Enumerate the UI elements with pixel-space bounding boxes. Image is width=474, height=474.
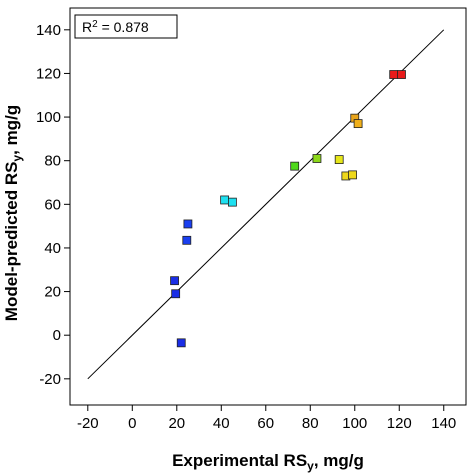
data-point bbox=[397, 70, 406, 79]
x-tick-label: -20 bbox=[77, 415, 99, 432]
data-point bbox=[220, 195, 230, 205]
data-point bbox=[183, 219, 193, 229]
data-point bbox=[290, 161, 300, 171]
y-axis-title-main: Model-predicted RS bbox=[2, 162, 21, 322]
data-point bbox=[171, 289, 181, 299]
x-axis-title-unit: , mg/g bbox=[314, 451, 364, 470]
y-tick-label: 140 bbox=[36, 22, 61, 39]
x-tick-label: 40 bbox=[213, 415, 230, 432]
y-tick-label: 120 bbox=[36, 65, 61, 82]
y-tick-label: 0 bbox=[53, 327, 61, 344]
y-tick-label: 100 bbox=[36, 109, 61, 126]
y-tick-label: -20 bbox=[39, 371, 61, 388]
x-axis-title: Experimental RSy, mg/g bbox=[172, 451, 364, 473]
reference-line bbox=[87, 29, 445, 380]
x-tick-label: 0 bbox=[128, 415, 136, 432]
data-point bbox=[182, 235, 192, 245]
x-tick-label: 20 bbox=[168, 415, 185, 432]
data-point bbox=[334, 155, 344, 165]
data-point bbox=[348, 170, 357, 180]
x-tick-label: 60 bbox=[257, 415, 274, 432]
x-axis-title-subscript: y bbox=[307, 459, 314, 473]
annotation-prefix: R bbox=[82, 19, 92, 35]
y-tick-label: 80 bbox=[44, 153, 61, 170]
data-point bbox=[170, 276, 179, 286]
x-tick-label: 120 bbox=[387, 415, 412, 432]
x-axis-title-main: Experimental RS bbox=[172, 451, 307, 470]
plot-frame bbox=[69, 7, 467, 406]
data-point bbox=[228, 197, 237, 207]
x-tick-label: 100 bbox=[342, 415, 367, 432]
data-point bbox=[176, 338, 186, 348]
y-tick-label: 40 bbox=[44, 240, 61, 257]
data-point bbox=[353, 119, 363, 129]
annotation-value: = 0.878 bbox=[98, 19, 149, 35]
y-axis-title: Model-predicted RSy, mg/g bbox=[2, 105, 24, 321]
r-squared-annotation: R2 = 0.878 bbox=[82, 19, 149, 35]
data-point bbox=[389, 70, 399, 79]
x-tick-label: 80 bbox=[302, 415, 319, 432]
x-tick-label: 140 bbox=[431, 415, 456, 432]
annotation-box bbox=[74, 14, 178, 39]
y-axis-title-unit: , mg/g bbox=[2, 105, 21, 155]
data-point bbox=[312, 154, 322, 163]
y-axis-title-subscript: y bbox=[10, 155, 24, 162]
y-tick-label: 60 bbox=[44, 196, 61, 213]
y-tick-label: 20 bbox=[44, 284, 61, 301]
annotation-superscript: 2 bbox=[92, 19, 98, 30]
